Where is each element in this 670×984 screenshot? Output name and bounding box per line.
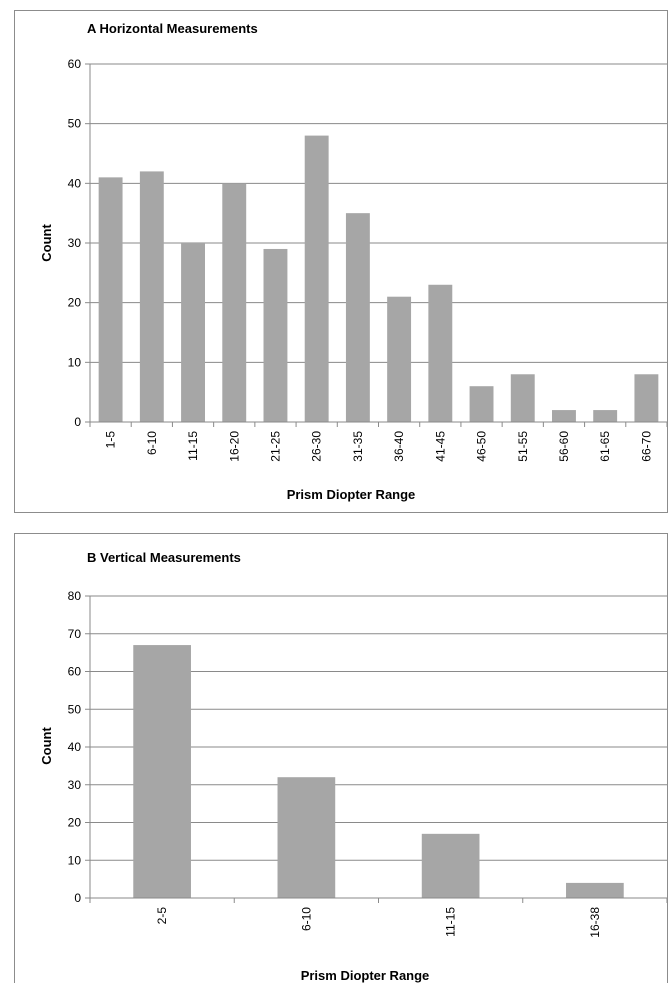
chart-b-axes: [85, 595, 668, 903]
chart-a-x-axis-title: Prism Diopter Range: [287, 487, 416, 502]
chart-0-y-tick-label: 30: [68, 236, 82, 250]
chart-0-x-tick-label: 11-15: [186, 431, 200, 461]
chart-b-x-tick-labels: 2-5 6-10 11-15 16-38: [155, 907, 602, 938]
chart-0-x-tick-label: 51-55: [516, 431, 530, 462]
chart-a-x-tick-labels: 1-5 6-10 11-15 16-20 21-25 26-30 31-35 36-40 41-…: [104, 431, 654, 462]
chart-0-bar-26-30: [304, 135, 329, 422]
chart-1-y-tick-label: 10: [68, 853, 82, 867]
chart-1-bar-11-15: [421, 833, 480, 898]
chart-b-x-axis-title: Prism Diopter Range: [301, 968, 430, 983]
chart-0-bar-36-40: [387, 296, 412, 422]
chart-1-y-tick-label: 30: [68, 778, 82, 792]
chart-1-x-tick-label: 16-38: [588, 907, 602, 938]
chart-a-y-axis-title: Count: [39, 224, 54, 262]
chart-1-y-tick-label: 70: [68, 627, 82, 641]
chart-0-bar-66-70: [634, 374, 659, 422]
chart-0-bar-6-10: [139, 171, 164, 422]
chart-0-bar-11-15: [181, 243, 205, 422]
chart-a-gridlines: [90, 63, 667, 363]
chart-0-y-tick-label: 20: [68, 296, 82, 310]
chart-0-bar-46-50: [469, 386, 494, 422]
chart-1-bar-6-10: [277, 777, 336, 898]
chart-0-bar-41-45: [428, 284, 453, 422]
chart-a-y-tick-labels: 0 10 20 30 40 50 60: [68, 57, 82, 429]
chart-0-x-tick-label: 46-50: [475, 431, 489, 462]
chart-1-y-tick-label: 50: [68, 702, 82, 716]
chart-1-y-tick-label: 80: [68, 589, 82, 603]
chart-1-bar-2-5: [133, 645, 191, 898]
chart-0-x-tick-label: 16-20: [227, 431, 241, 462]
chart-a-bars: [98, 135, 659, 422]
chart-0-x-tick-label: 66-70: [639, 431, 653, 462]
chart-0-x-tick-label: 31-35: [351, 431, 365, 462]
chart-0-x-tick-label: 1-5: [104, 431, 118, 449]
chart-panel-a: A Horizontal Measurements 0 10 20 30 40 50 60 …: [14, 10, 668, 513]
chart-0-x-tick-label: 6-10: [145, 431, 159, 455]
chart-0-bar-21-25: [263, 248, 288, 422]
chart-b-y-axis-title: Count: [39, 727, 54, 765]
chart-0-bar-51-55: [510, 374, 535, 422]
chart-b-svg: B Vertical Measurements 0 10 20 30 40 50 60 70 8…: [39, 550, 668, 983]
chart-0-x-tick-label: 61-65: [598, 431, 612, 462]
chart-b-y-tick-labels: 0 10 20 30 40 50 60 70 80: [68, 589, 82, 905]
chart-0-y-tick-label: 60: [68, 57, 82, 71]
chart-0-x-tick-label: 56-60: [557, 431, 571, 462]
chart-0-x-tick-label: 26-30: [310, 431, 324, 462]
chart-0-x-tick-label: 21-25: [268, 431, 282, 462]
chart-0-bar-56-60: [552, 410, 576, 422]
chart-1-bar-16-38: [566, 882, 624, 898]
chart-0-bar-16-20: [222, 183, 247, 422]
chart-1-x-tick-label: 2-5: [155, 907, 169, 925]
chart-0-bar-1-5: [98, 177, 123, 422]
chart-1-y-tick-label: 40: [68, 740, 82, 754]
chart-0-x-tick-label: 36-40: [392, 431, 406, 462]
chart-0-y-tick-label: 50: [68, 117, 82, 131]
chart-b-bars: [133, 645, 624, 898]
chart-a-axes: [85, 63, 668, 427]
chart-b-title: B Vertical Measurements: [87, 550, 241, 565]
chart-1-y-tick-label: 60: [68, 665, 82, 679]
chart-a-svg: A Horizontal Measurements 0102030405060 …: [39, 21, 668, 502]
chart-0-y-tick-label: 40: [68, 176, 82, 190]
chart-0-y-tick-label: 10: [68, 355, 82, 369]
chart-1-x-tick-label: 11-15: [444, 907, 458, 937]
chart-1-x-tick-label: 6-10: [299, 907, 313, 931]
chart-1-y-tick-label: 0: [74, 891, 81, 905]
chart-0-x-tick-label: 41-45: [433, 431, 447, 462]
chart-0-bar-31-35: [345, 213, 370, 422]
chart-a-title: A Horizontal Measurements: [87, 21, 258, 36]
chart-0-y-tick-label: 0: [74, 415, 81, 429]
chart-1-y-tick-label: 20: [68, 816, 82, 830]
chart-panel-b: B Vertical Measurements 0 10 20 30 40 50 60 70 8…: [14, 533, 668, 983]
chart-0-bar-61-65: [593, 410, 618, 422]
